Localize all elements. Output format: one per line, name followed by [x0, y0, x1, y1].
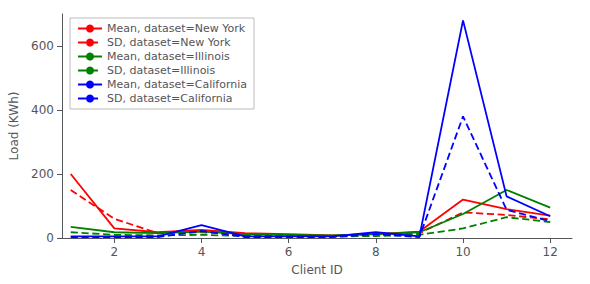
- svg-text:10: 10: [455, 245, 470, 259]
- svg-text:4: 4: [198, 245, 206, 259]
- svg-text:6: 6: [285, 245, 293, 259]
- svg-text:0: 0: [46, 231, 54, 245]
- svg-text:Mean, dataset=New York: Mean, dataset=New York: [107, 22, 246, 35]
- svg-text:SD, dataset=California: SD, dataset=California: [107, 92, 233, 105]
- svg-text:SD, dataset=New York: SD, dataset=New York: [107, 36, 231, 49]
- svg-text:12: 12: [543, 245, 558, 259]
- svg-text:Mean, dataset=Illinois: Mean, dataset=Illinois: [107, 50, 230, 63]
- svg-text:SD, dataset=Illinois: SD, dataset=Illinois: [107, 64, 215, 77]
- svg-text:Client ID: Client ID: [291, 263, 342, 277]
- svg-text:2: 2: [110, 245, 118, 259]
- svg-text:Mean, dataset=California: Mean, dataset=California: [107, 78, 247, 91]
- svg-text:200: 200: [31, 167, 54, 181]
- svg-text:8: 8: [372, 245, 380, 259]
- svg-text:400: 400: [31, 103, 54, 117]
- svg-text:Load (KWh): Load (KWh): [7, 92, 21, 161]
- svg-text:600: 600: [31, 39, 54, 53]
